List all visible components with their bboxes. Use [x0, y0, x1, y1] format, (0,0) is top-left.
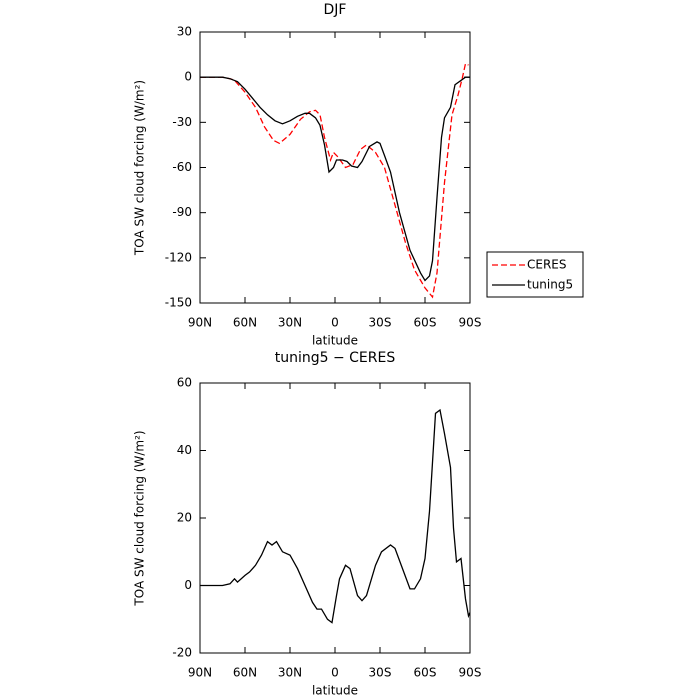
x-tick-label: 90S — [459, 666, 482, 680]
y-tick-label: 30 — [177, 25, 192, 39]
y-tick-label: -150 — [165, 296, 192, 310]
x-tick-label: 30N — [278, 666, 302, 680]
y-tick-label: -30 — [172, 115, 192, 129]
y-tick-label: -20 — [172, 646, 192, 660]
x-tick-label: 90S — [459, 316, 482, 330]
legend-label: tuning5 — [527, 278, 573, 292]
y-axis-label: TOA SW cloud forcing (W/m²) — [133, 80, 147, 256]
legend-label: CERES — [527, 258, 567, 272]
series-line — [200, 408, 471, 624]
x-tick-label: 60S — [414, 316, 437, 330]
plot-frame — [199, 31, 471, 304]
x-tick-label: 90N — [188, 666, 212, 680]
x-tick-label: 0 — [331, 316, 339, 330]
x-tick-label: 90N — [188, 316, 212, 330]
x-tick-label: 0 — [331, 666, 339, 680]
x-tick-label: 60N — [233, 666, 257, 680]
y-tick-label: -120 — [165, 250, 192, 264]
y-tick-label: 60 — [177, 376, 192, 390]
legend: CERES tuning5 — [486, 251, 584, 298]
chart-title: DJF — [324, 2, 347, 18]
series-line — [200, 76, 470, 282]
chart-title: tuning5 − CERES — [275, 350, 396, 366]
y-tick-label: 40 — [177, 443, 192, 457]
x-axis-label: latitude — [312, 334, 358, 348]
x-tick-label: 60S — [414, 666, 437, 680]
y-tick-label: 20 — [177, 511, 192, 525]
x-tick-label: 30N — [278, 316, 302, 330]
legend-box — [486, 251, 584, 298]
plot-frame — [199, 382, 471, 654]
x-tick-label: 30S — [369, 316, 392, 330]
x-tick-label: 30S — [369, 666, 392, 680]
x-axis-label: latitude — [312, 684, 358, 698]
y-tick-label: -90 — [172, 205, 192, 219]
y-axis-label: TOA SW cloud forcing (W/m²) — [133, 430, 147, 606]
x-tick-label: 60N — [233, 316, 257, 330]
y-tick-label: -60 — [172, 160, 192, 174]
series-line — [200, 62, 469, 299]
y-tick-label: 0 — [184, 70, 192, 84]
y-tick-label: 0 — [184, 578, 192, 592]
